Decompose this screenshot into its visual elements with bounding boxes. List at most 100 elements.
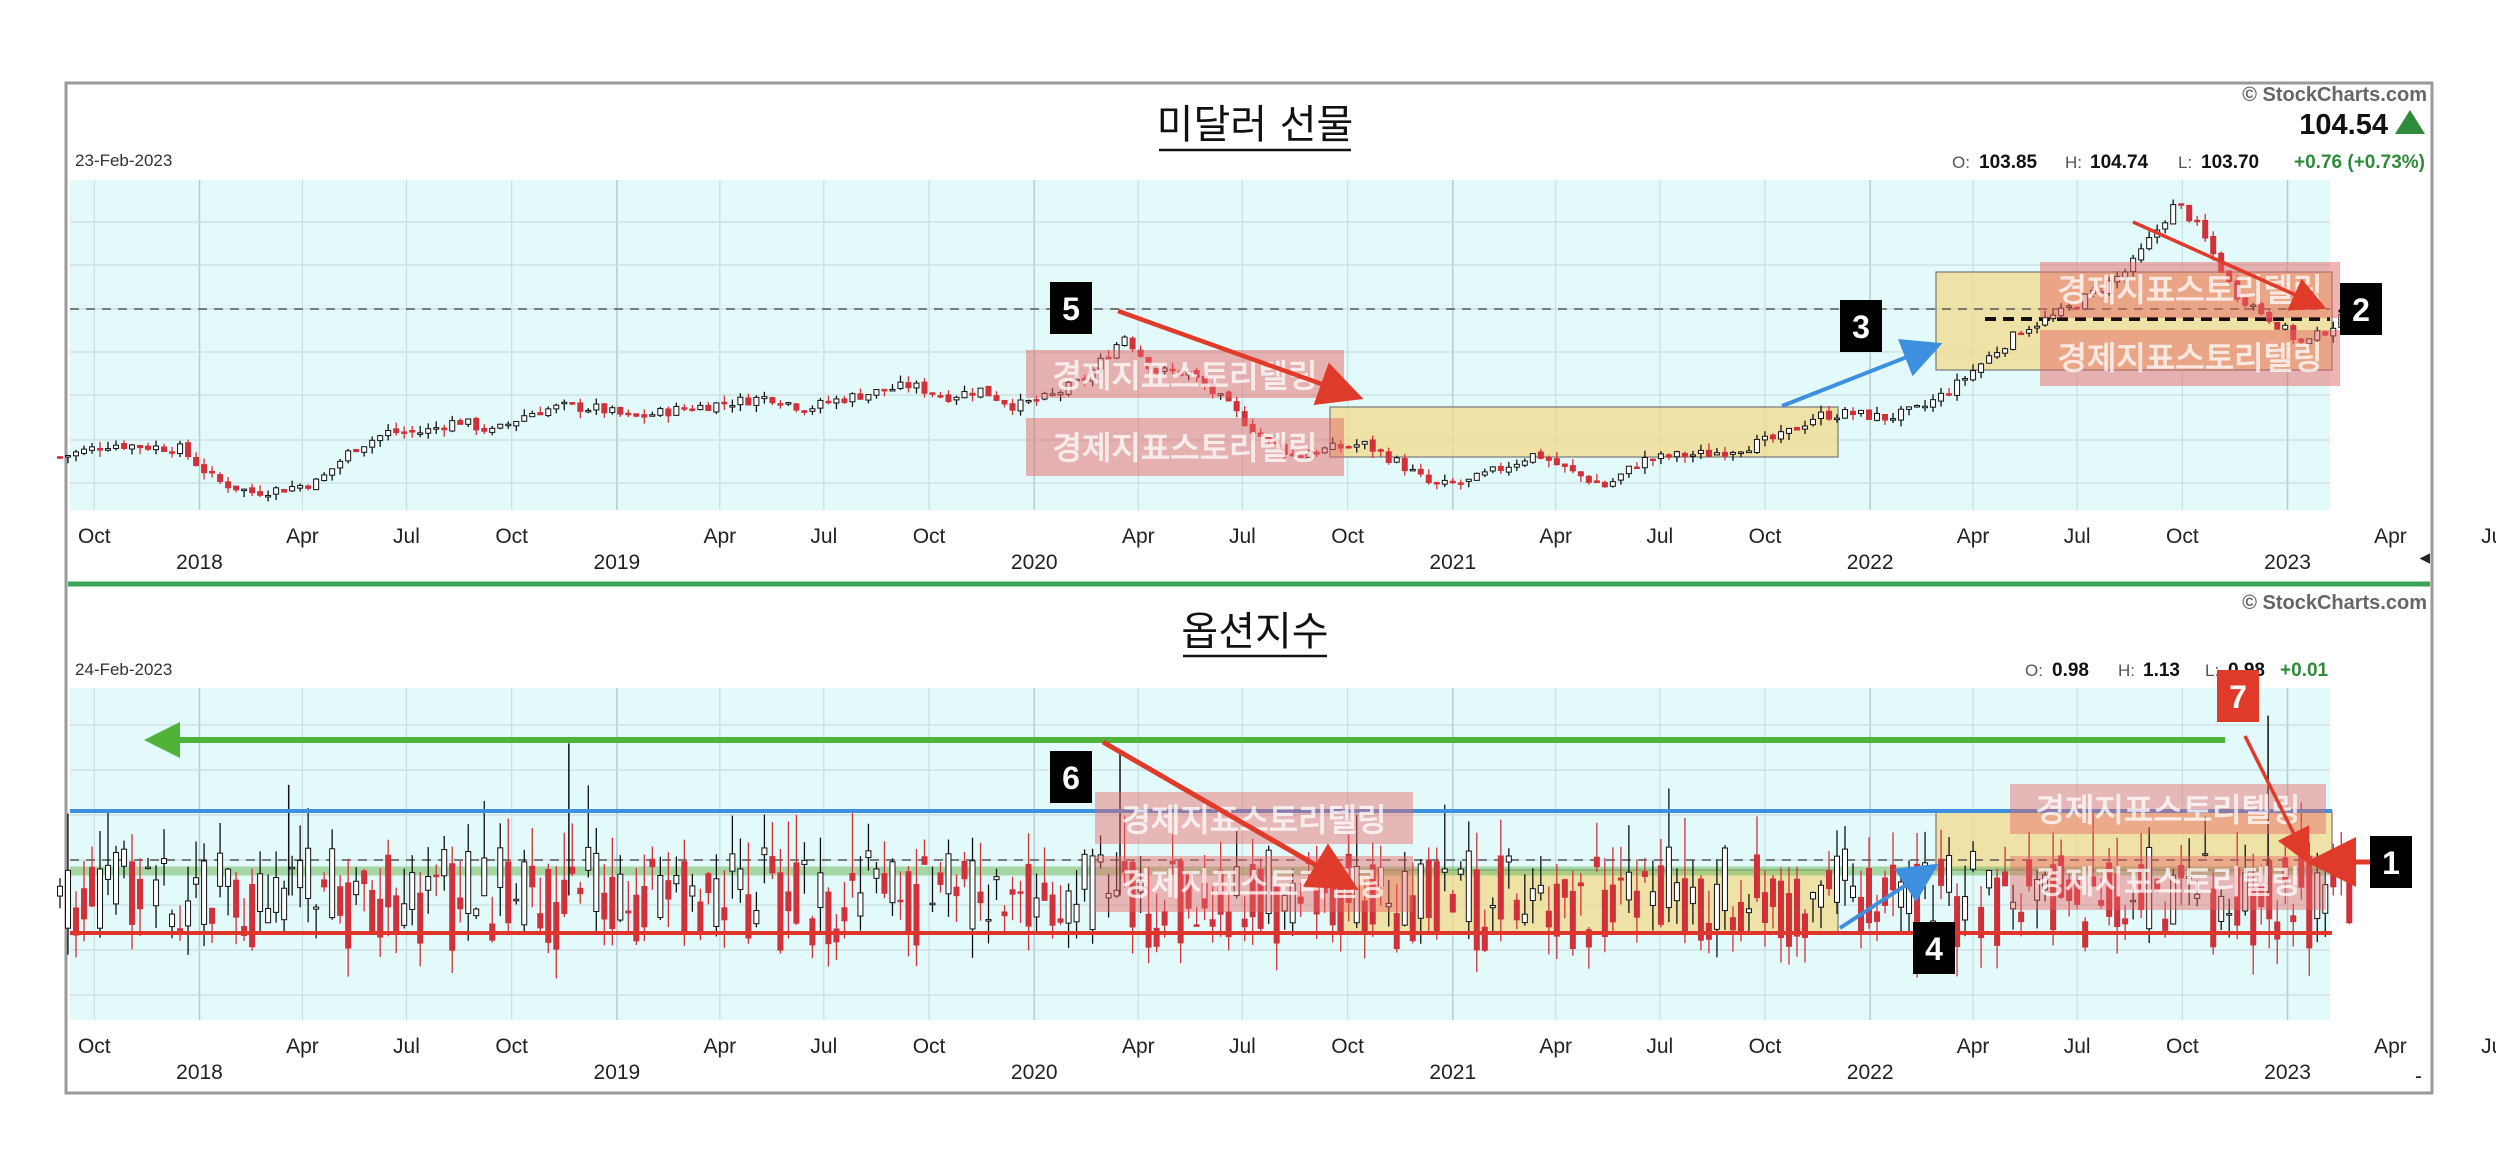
candle-body [1585, 475, 1592, 483]
candle-body [1561, 463, 1568, 467]
candle-body [1833, 417, 1840, 421]
candle-body [1025, 863, 1032, 927]
candle-body [881, 873, 888, 894]
candle-body [1017, 399, 1024, 412]
candle-body [377, 435, 384, 442]
candle-body [441, 849, 448, 877]
open-value: 0.98 [2052, 660, 2089, 681]
candle-body [929, 392, 936, 395]
candle-body [865, 394, 872, 401]
candle-body [1617, 473, 1624, 481]
candle-body [1609, 481, 1616, 487]
marker-3: 3 [1840, 300, 1882, 352]
candle-body [961, 860, 968, 880]
month-tick-label: Oct [2166, 1035, 2199, 1058]
watermark-box [1026, 418, 1344, 476]
candle-body [2210, 888, 2217, 948]
candle-body [1409, 895, 1416, 942]
candle-body [1970, 850, 1977, 870]
candle-body [833, 928, 840, 943]
price-candles [57, 715, 2353, 979]
watermark-text: 경제지표스토리텔링 [2036, 863, 2301, 901]
candle-body [2042, 317, 2049, 326]
candle-body [1649, 458, 1656, 462]
candle-body [537, 412, 544, 416]
candle-body [1577, 882, 1584, 887]
candle-body [609, 407, 616, 413]
marker-label: 6 [1062, 760, 1080, 796]
candle-body [1874, 911, 1881, 922]
candle-body [889, 388, 896, 392]
candle-body [89, 866, 96, 907]
candle-body [1713, 883, 1720, 930]
candle-body [1938, 858, 1945, 886]
candle-body [1962, 378, 1969, 381]
candle-body [2058, 855, 2065, 898]
candle-body [2170, 204, 2177, 225]
candle-body [1425, 474, 1432, 484]
candle-body [169, 913, 176, 928]
candle-body [345, 882, 352, 949]
candle-body [2346, 857, 2353, 924]
candle-body [1377, 867, 1384, 887]
candle-body [249, 884, 256, 948]
candle-body [1193, 924, 1200, 927]
candle-body [625, 412, 632, 416]
candle-body [777, 403, 784, 406]
candle-body [1033, 897, 1040, 918]
candle-body [2114, 873, 2121, 928]
copyright-text: © StockCharts.com [2242, 592, 2427, 614]
candle-body [1297, 896, 1304, 904]
candle-body [1641, 457, 1648, 469]
candle-body [2050, 864, 2057, 931]
candle-body [609, 876, 616, 930]
candle-body [233, 485, 240, 491]
candle-body [2162, 222, 2169, 230]
candle-body [1241, 918, 1248, 928]
candle-body [1833, 855, 1840, 903]
month-tick-label: Apr [1122, 1035, 1155, 1058]
candle-body [1489, 466, 1496, 472]
candle-body [1209, 919, 1216, 927]
candle-body [1033, 399, 1040, 402]
candle-body [1641, 871, 1648, 877]
candle-body [2170, 874, 2177, 925]
marker-4: 4 [1913, 922, 1955, 974]
candle-body [1753, 854, 1760, 899]
candle-body [553, 404, 560, 410]
candle-body [465, 418, 472, 425]
candle-body [1842, 848, 1848, 881]
month-tick-label: Jul [393, 525, 420, 548]
candle-body [561, 401, 568, 405]
candle-body [81, 448, 88, 454]
month-tick-label: Apr [703, 1035, 736, 1058]
candle-body [1121, 861, 1128, 873]
panel-title: 옵션지수 [1181, 609, 1328, 655]
candle-body [889, 861, 896, 904]
candle-body [233, 879, 240, 918]
candle-body [1761, 435, 1768, 441]
candle-body [1113, 889, 1120, 897]
candle-body [2026, 859, 2033, 887]
candle-body [1850, 885, 1857, 899]
candle-body [793, 403, 800, 411]
candle-body [713, 878, 720, 927]
candle-body [2122, 918, 2129, 925]
candle-body [401, 903, 408, 926]
candle-body [537, 913, 544, 929]
candle-body [2098, 900, 2105, 906]
candle-body [985, 919, 992, 922]
candle-body [825, 891, 832, 945]
candle-body [1745, 450, 1752, 454]
candle-body [65, 869, 72, 929]
watermark-box [1095, 792, 1413, 844]
candle-body [1097, 854, 1104, 863]
ohlc-readout: O: 103.85 H: 104.74 L: 103.70 +0.76 (+0.… [1952, 152, 2425, 173]
candle-body [185, 442, 192, 458]
candle-body [193, 456, 200, 467]
candle-body [1697, 878, 1704, 941]
month-tick-label: Apr [1122, 525, 1155, 548]
candle-body [721, 401, 728, 405]
candle-body [625, 910, 632, 914]
